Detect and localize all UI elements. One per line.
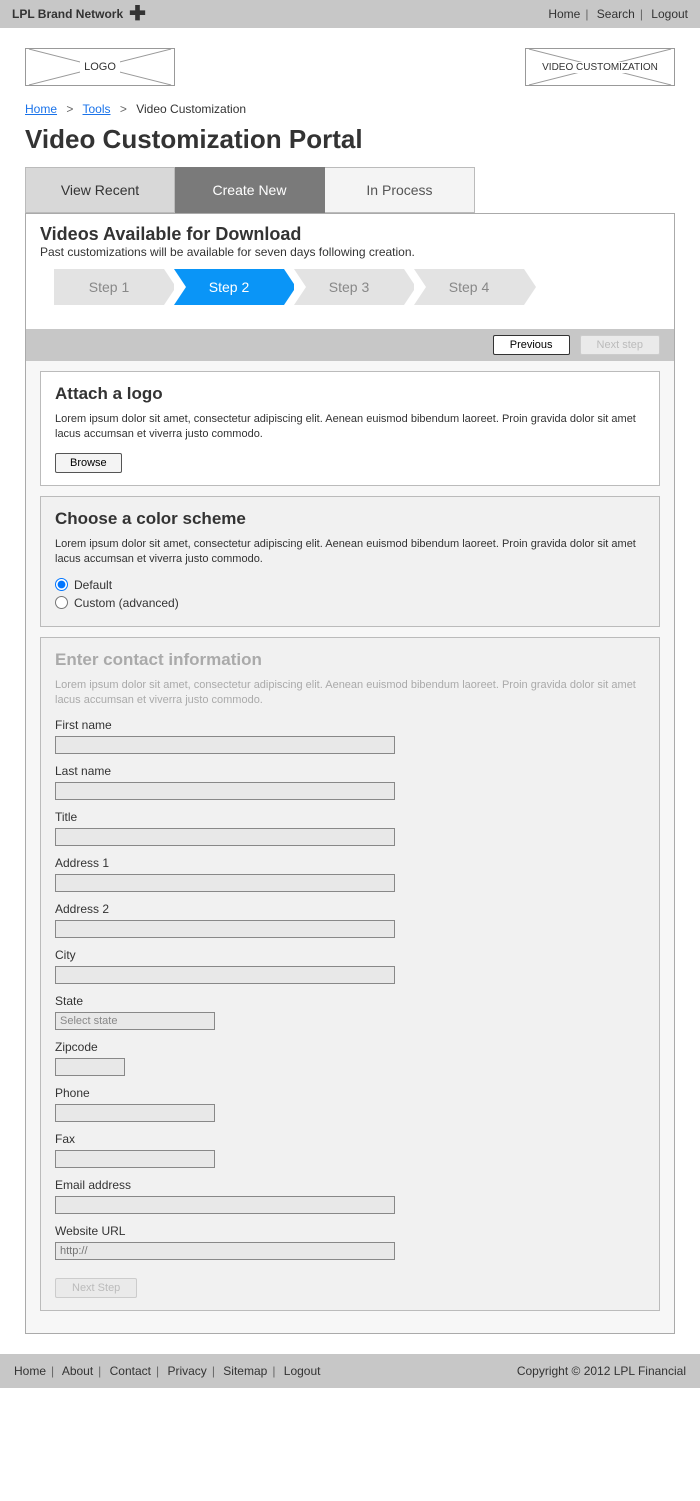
label-address1: Address 1: [55, 856, 645, 870]
crumb-current: Video Customization: [136, 102, 246, 116]
contact-next-button: Next Step: [55, 1278, 137, 1298]
footer-contact[interactable]: Contact: [110, 1364, 151, 1378]
next-step-button: Next step: [580, 335, 660, 355]
crumb-home[interactable]: Home: [25, 102, 57, 116]
footer-copyright: Copyright © 2012 LPL Financial: [517, 1364, 686, 1378]
input-last-name[interactable]: [55, 782, 395, 800]
contact-section: Enter contact information Lorem ipsum do…: [40, 637, 660, 1312]
topbar-links: Home| Search| Logout: [548, 7, 688, 21]
wizard-navbar: Previous Next step: [26, 329, 674, 361]
attach-logo-desc: Lorem ipsum dolor sit amet, consectetur …: [55, 412, 645, 443]
label-first-name: First name: [55, 718, 645, 732]
logo-placeholder: LOGO: [25, 48, 175, 86]
label-state: State: [55, 994, 645, 1008]
plus-icon[interactable]: ✚: [129, 4, 146, 24]
step-4[interactable]: Step 4: [414, 269, 524, 305]
footer-privacy[interactable]: Privacy: [167, 1364, 206, 1378]
radio-default[interactable]: [55, 578, 68, 591]
tab-create-new[interactable]: Create New: [175, 167, 325, 213]
step-1[interactable]: Step 1: [54, 269, 164, 305]
input-address1[interactable]: [55, 874, 395, 892]
page-title: Video Customization Portal: [0, 124, 700, 167]
label-last-name: Last name: [55, 764, 645, 778]
label-url: Website URL: [55, 1224, 645, 1238]
label-fax: Fax: [55, 1132, 645, 1146]
footer-home[interactable]: Home: [14, 1364, 46, 1378]
brand-label: LPL Brand Network ✚: [12, 4, 146, 24]
input-url[interactable]: [55, 1242, 395, 1260]
main-panel: Videos Available for Download Past custo…: [25, 213, 675, 1334]
nav-search[interactable]: Search: [597, 7, 635, 21]
label-phone: Phone: [55, 1086, 645, 1100]
color-scheme-title: Choose a color scheme: [55, 509, 645, 529]
step-3[interactable]: Step 3: [294, 269, 404, 305]
tabs: View Recent Create New In Process: [0, 167, 700, 213]
contact-title: Enter contact information: [55, 650, 645, 670]
attach-logo-title: Attach a logo: [55, 384, 645, 404]
input-first-name[interactable]: [55, 736, 395, 754]
previous-button[interactable]: Previous: [493, 335, 570, 355]
footer: Home| About| Contact| Privacy| Sitemap| …: [0, 1354, 700, 1388]
browse-button[interactable]: Browse: [55, 453, 122, 473]
label-address2: Address 2: [55, 902, 645, 916]
input-phone[interactable]: [55, 1104, 215, 1122]
footer-sitemap[interactable]: Sitemap: [223, 1364, 267, 1378]
input-email[interactable]: [55, 1196, 395, 1214]
panel-heading: Videos Available for Download: [40, 224, 660, 245]
wizard-steps: Step 1 Step 2 Step 3 Step 4: [40, 259, 660, 315]
attach-logo-section: Attach a logo Lorem ipsum dolor sit amet…: [40, 371, 660, 486]
logo-text: LOGO: [80, 61, 120, 73]
brand-text: LPL Brand Network: [12, 7, 123, 21]
tab-in-process[interactable]: In Process: [325, 167, 475, 213]
breadcrumb: Home > Tools > Video Customization: [0, 98, 700, 124]
footer-links: Home| About| Contact| Privacy| Sitemap| …: [14, 1364, 320, 1378]
topbar: LPL Brand Network ✚ Home| Search| Logout: [0, 0, 700, 28]
input-fax[interactable]: [55, 1150, 215, 1168]
input-city[interactable]: [55, 966, 395, 984]
color-scheme-desc: Lorem ipsum dolor sit amet, consectetur …: [55, 537, 645, 568]
input-address2[interactable]: [55, 920, 395, 938]
radio-default-label: Default: [74, 578, 112, 592]
input-zip[interactable]: [55, 1058, 125, 1076]
label-city: City: [55, 948, 645, 962]
crumb-tools[interactable]: Tools: [83, 102, 111, 116]
nav-logout[interactable]: Logout: [651, 7, 688, 21]
select-state[interactable]: Select state: [55, 1012, 215, 1030]
nav-home[interactable]: Home: [548, 7, 580, 21]
tab-view-recent[interactable]: View Recent: [25, 167, 175, 213]
banner-placeholder: VIDEO CUSTOMIZATION: [525, 48, 675, 86]
radio-custom[interactable]: [55, 596, 68, 609]
label-zip: Zipcode: [55, 1040, 645, 1054]
radio-custom-label: Custom (advanced): [74, 596, 179, 610]
label-email: Email address: [55, 1178, 645, 1192]
banner-text: VIDEO CUSTOMIZATION: [538, 62, 662, 73]
footer-about[interactable]: About: [62, 1364, 93, 1378]
contact-desc: Lorem ipsum dolor sit amet, consectetur …: [55, 678, 645, 709]
step-2[interactable]: Step 2: [174, 269, 284, 305]
header-logos: LOGO VIDEO CUSTOMIZATION: [0, 28, 700, 98]
input-title[interactable]: [55, 828, 395, 846]
panel-subtext: Past customizations will be available fo…: [40, 245, 660, 259]
footer-logout[interactable]: Logout: [284, 1364, 321, 1378]
label-title: Title: [55, 810, 645, 824]
color-scheme-section: Choose a color scheme Lorem ipsum dolor …: [40, 496, 660, 627]
